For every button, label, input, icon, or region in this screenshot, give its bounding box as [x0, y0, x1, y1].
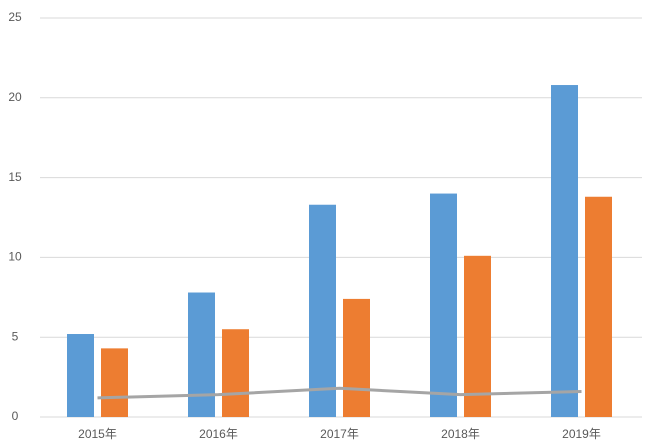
bar	[464, 255, 491, 417]
bar	[585, 196, 612, 417]
y-tick-label: 5	[12, 329, 19, 343]
x-tick-label: 2017年	[320, 427, 359, 441]
bar	[343, 298, 370, 417]
bar	[551, 85, 578, 418]
x-tick-label: 2015年	[78, 427, 117, 441]
y-tick-label: 20	[8, 90, 22, 104]
bar	[188, 292, 215, 417]
bar	[222, 329, 249, 417]
bar	[101, 348, 128, 417]
y-tick-label: 10	[8, 250, 22, 264]
x-tick-label: 2018年	[441, 427, 480, 441]
bar	[430, 193, 457, 417]
x-tick-label: 2016年	[199, 427, 238, 441]
y-tick-label: 0	[12, 409, 19, 423]
x-tick-label: 2019年	[562, 427, 601, 441]
bar	[309, 204, 336, 417]
y-tick-label: 25	[8, 10, 22, 24]
y-tick-label: 15	[8, 170, 22, 184]
line	[97, 386, 582, 400]
bar	[67, 334, 94, 417]
